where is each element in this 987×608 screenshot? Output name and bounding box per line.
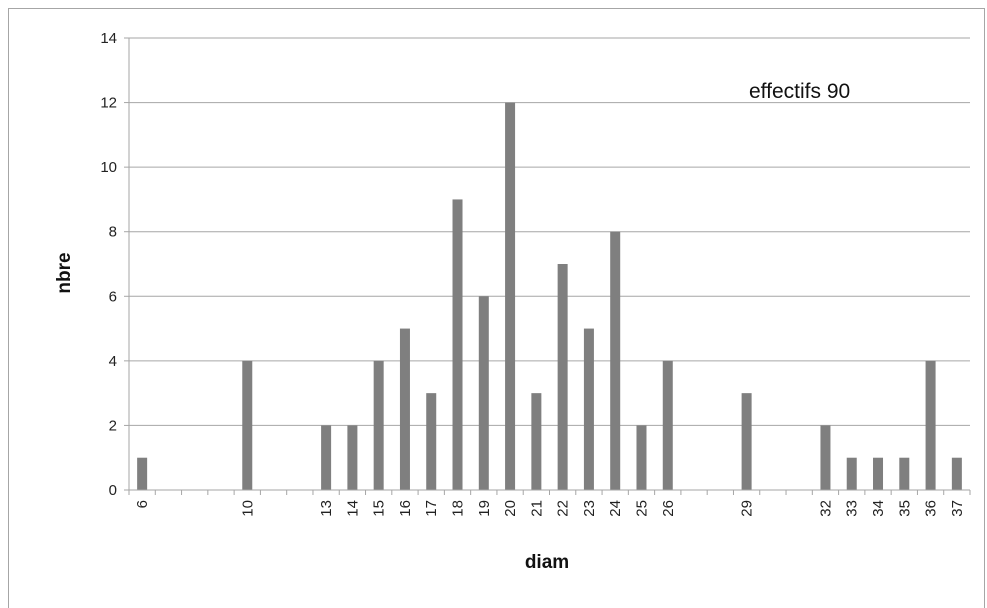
bar-15 [373,360,384,490]
y-tick-label: 12 [100,95,117,112]
annotation-text: effectifs 90 [749,80,850,103]
bar-34 [873,457,884,490]
bar-23 [583,328,594,490]
x-tick-label: 17 [423,500,440,517]
x-tick-label: 26 [660,500,677,517]
bar-26 [662,360,673,490]
bar-17 [426,393,437,490]
bar-22 [557,264,568,490]
x-tick-label: 18 [450,500,467,517]
bar-13 [321,425,332,490]
x-tick-label: 10 [239,500,256,517]
bar-18 [452,199,463,490]
axes [124,37,971,495]
x-tick-label: 14 [344,500,361,517]
x-tick-label: 37 [949,500,966,517]
bar-16 [399,328,410,490]
bar-35 [899,457,910,490]
x-tick-label: 35 [896,500,913,517]
x-tick-label: 25 [633,500,650,517]
bar-29 [741,393,752,490]
bar-21 [531,393,542,490]
y-tick-label: 6 [109,288,117,305]
x-tick-label: 16 [397,500,414,517]
x-tick-label: 19 [476,500,493,517]
bar-19 [478,296,489,490]
bar-25 [636,425,647,490]
x-tick-label: 20 [502,500,519,517]
y-tick-label: 14 [100,30,117,47]
x-tick-label: 13 [318,500,335,517]
y-tick-labels: 0 2 4 6 8 10 12 14 [100,30,117,499]
bar-14 [347,425,358,490]
y-tick-label: 4 [109,353,117,370]
gridlines [129,37,970,426]
x-tick-label: 15 [371,500,388,517]
x-axis-title: diam [525,552,569,573]
bar-24 [610,231,621,490]
bar-6 [137,457,148,490]
x-tick-label: 36 [923,500,940,517]
y-tick-label: 2 [109,417,117,434]
bars [137,102,962,491]
x-tick-labels: 6 10 13 14 15 16 17 18 19 20 21 22 23 24 25 26 29 32 33 34 3… [134,500,966,517]
y-tick-label: 0 [109,482,117,499]
x-tick-label: 22 [555,500,572,517]
x-tick-label: 34 [870,500,887,517]
bar-36 [925,360,936,490]
bar-10 [242,360,253,490]
chart-frame: 0 2 4 6 8 10 12 14 6 10 13 14 15 16 17 18 19 20 21 22 23 24 2… [8,8,985,608]
x-tick-label: 29 [739,500,756,517]
bar-32 [820,425,831,490]
bar-37 [951,457,962,490]
y-axis-title: nbre [54,252,75,293]
x-tick-label: 32 [817,500,834,517]
y-tick-label: 10 [100,159,117,176]
x-tick-label: 23 [581,500,598,517]
bar-20 [505,102,516,491]
x-tick-label: 33 [844,500,861,517]
x-tick-label: 24 [607,500,624,517]
y-tick-label: 8 [109,224,117,241]
x-tick-label: 21 [528,500,545,517]
x-tick-label: 6 [134,500,151,508]
bar-33 [846,457,857,490]
